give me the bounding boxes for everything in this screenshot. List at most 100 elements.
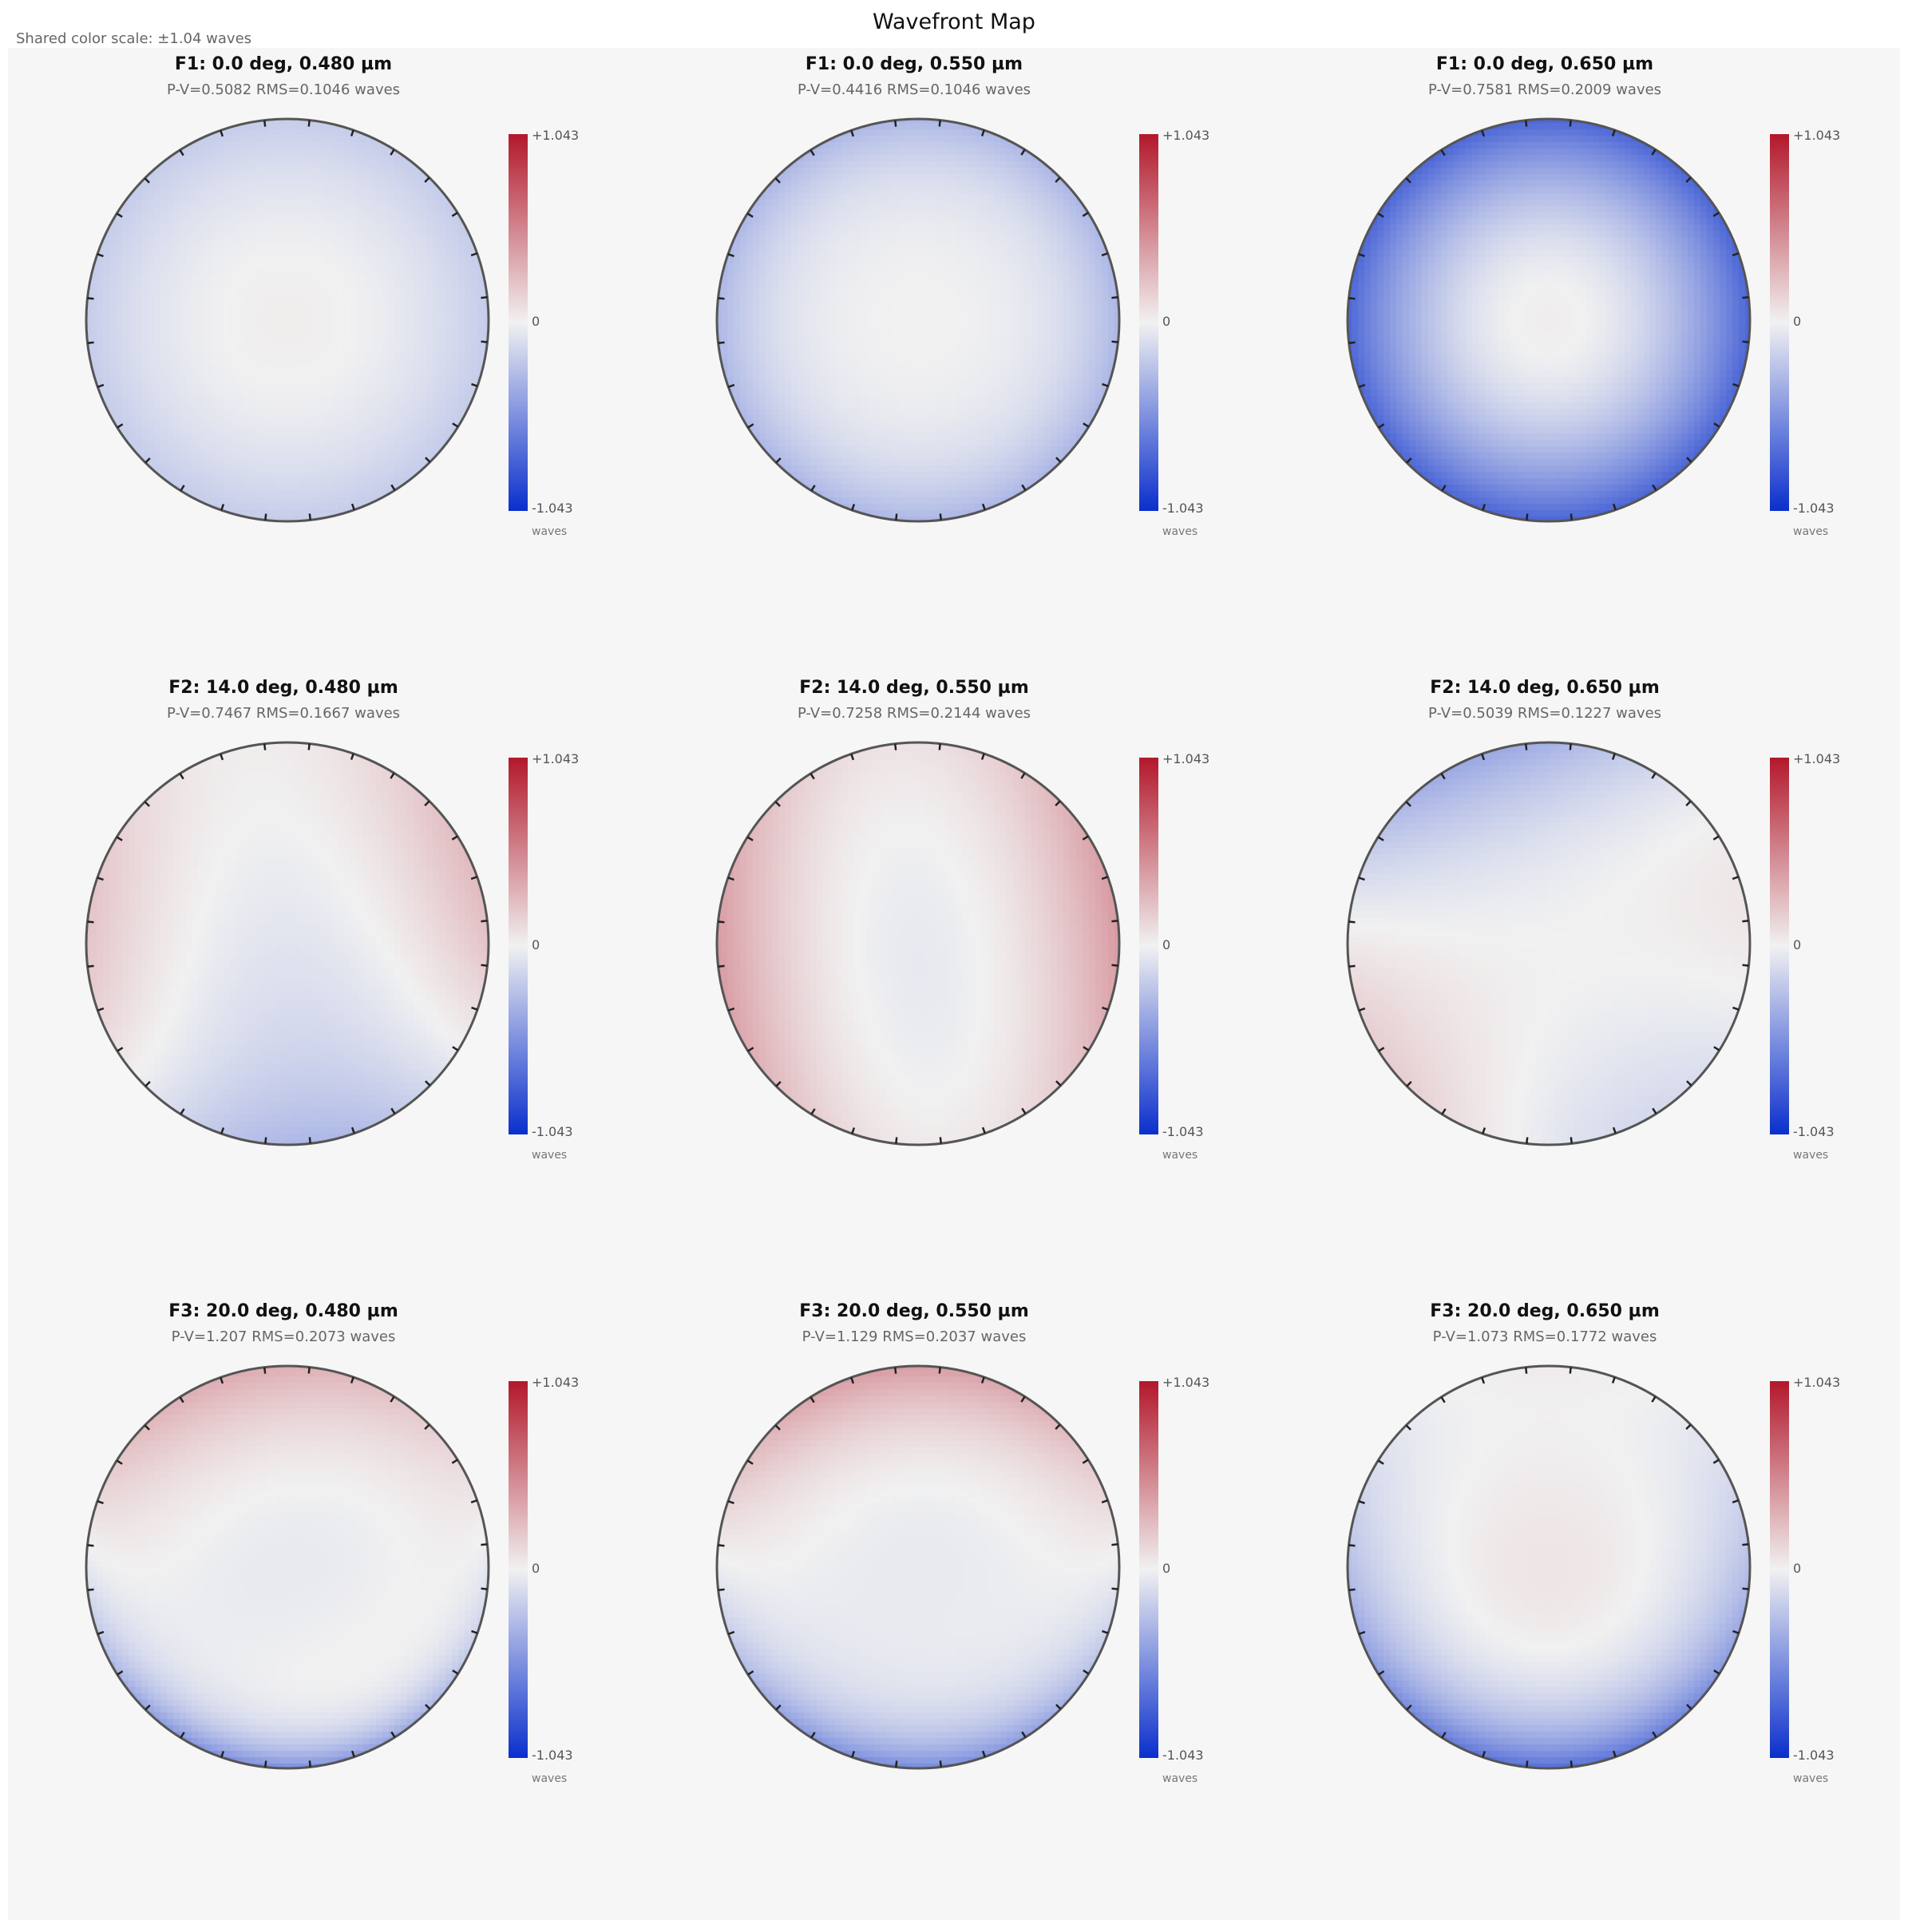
edge-tick [1111, 1587, 1118, 1590]
edge-tick [1055, 1423, 1061, 1430]
colorbar-min-label: -1.043 [1162, 1124, 1204, 1139]
edge-tick [1102, 1006, 1109, 1011]
edge-tick [1712, 1459, 1720, 1464]
edge-tick [727, 383, 735, 388]
edge-tick [308, 513, 312, 521]
edge-tick [1358, 1007, 1366, 1012]
edge-tick [424, 800, 430, 806]
edge-tick [481, 919, 488, 923]
edge-tick [471, 1629, 478, 1634]
colorbar [1139, 758, 1158, 1134]
edge-tick [220, 504, 225, 511]
edge-tick [308, 1760, 312, 1768]
edge-tick [1481, 1376, 1486, 1384]
edge-tick [451, 1459, 458, 1464]
edge-tick [1732, 1629, 1740, 1634]
edge-tick [1440, 773, 1446, 780]
edge-tick [390, 1731, 396, 1738]
edge-tick [451, 212, 458, 217]
edge-tick [1082, 1459, 1089, 1464]
colorbar-zero-label: 0 [532, 1561, 540, 1576]
edge-tick [1732, 252, 1740, 257]
edge-tick [424, 176, 430, 183]
edge-tick [1686, 1704, 1692, 1710]
pupil-boundary [1346, 741, 1752, 1146]
pupil-heatmap [715, 1364, 1121, 1770]
edge-tick [939, 513, 943, 521]
edge-tick [220, 753, 224, 761]
edge-tick [1713, 1669, 1720, 1675]
edge-tick [1685, 1423, 1692, 1430]
pupil-outline [715, 741, 1121, 1146]
edge-tick [1482, 1751, 1486, 1758]
edge-tick [747, 423, 754, 429]
edge-tick [264, 1760, 267, 1768]
colorbar [1770, 1381, 1789, 1758]
colorbar-min-label: -1.043 [1162, 1748, 1204, 1763]
edge-tick [87, 964, 94, 968]
panel-stats: P-V=0.7581 RMS=0.2009 waves [1427, 81, 1662, 98]
edge-tick [1377, 1459, 1384, 1465]
edge-tick [1651, 148, 1657, 156]
edge-tick [727, 253, 734, 258]
edge-tick [97, 1007, 105, 1012]
edge-tick [850, 753, 855, 761]
edge-tick [718, 341, 725, 345]
colorbar-unit-label: waves [1793, 1149, 1829, 1162]
edge-tick [1111, 1542, 1118, 1546]
edge-tick [746, 836, 754, 841]
colorbar-unit-label: waves [1162, 1772, 1198, 1785]
edge-tick [1083, 422, 1090, 428]
edge-tick [1378, 1670, 1385, 1676]
edge-tick [1481, 129, 1486, 137]
edge-tick [452, 1046, 459, 1051]
edge-tick [1441, 1732, 1447, 1739]
edge-tick [1021, 1731, 1027, 1738]
edge-tick [452, 1669, 459, 1675]
edge-tick [481, 964, 488, 967]
edge-tick [810, 149, 815, 156]
pupil-boundary [85, 117, 490, 523]
edge-tick [1742, 919, 1749, 923]
edge-tick [1055, 1080, 1062, 1087]
edge-tick [747, 1047, 754, 1052]
edge-tick [425, 1704, 431, 1710]
edge-tick [775, 1081, 782, 1087]
pupil-outline [85, 1364, 490, 1770]
edge-tick [1742, 295, 1749, 299]
colorbar-unit-label: waves [1162, 525, 1198, 538]
edge-tick [895, 1760, 898, 1768]
edge-tick [1055, 176, 1061, 183]
panel-stats: P-V=0.7258 RMS=0.2144 waves [797, 705, 1031, 722]
edge-tick [1102, 382, 1109, 387]
edge-tick [264, 513, 267, 521]
edge-tick [727, 877, 734, 881]
edge-tick [350, 1750, 355, 1758]
colorbar-unit-label: waves [532, 525, 568, 538]
edge-tick [981, 1126, 986, 1134]
edge-tick [810, 1108, 816, 1115]
edge-tick [1441, 1108, 1447, 1115]
colorbar-zero-label: 0 [1793, 937, 1802, 952]
edge-tick [451, 835, 458, 841]
edge-tick [179, 149, 184, 156]
edge-tick [775, 1704, 782, 1711]
pupil-outline [1346, 1364, 1752, 1770]
edge-tick [1652, 484, 1657, 491]
edge-tick [746, 1459, 754, 1465]
edge-tick [1482, 1127, 1486, 1134]
colorbar [1770, 758, 1789, 1134]
edge-tick [1405, 801, 1411, 807]
edge-tick [1378, 423, 1385, 429]
edge-tick [774, 801, 781, 807]
edge-tick [851, 1751, 856, 1758]
edge-tick [1020, 772, 1026, 779]
edge-tick [1021, 484, 1027, 491]
edge-tick [144, 801, 150, 807]
edge-tick [939, 1137, 943, 1144]
edge-tick [1712, 212, 1720, 217]
wavefront-panel: F1: 0.0 deg, 0.650 µm P-V=0.7581 RMS=0.20… [1269, 48, 1900, 671]
edge-tick [350, 753, 354, 760]
edge-tick [1021, 1107, 1027, 1114]
pupil-outline [715, 117, 1121, 523]
